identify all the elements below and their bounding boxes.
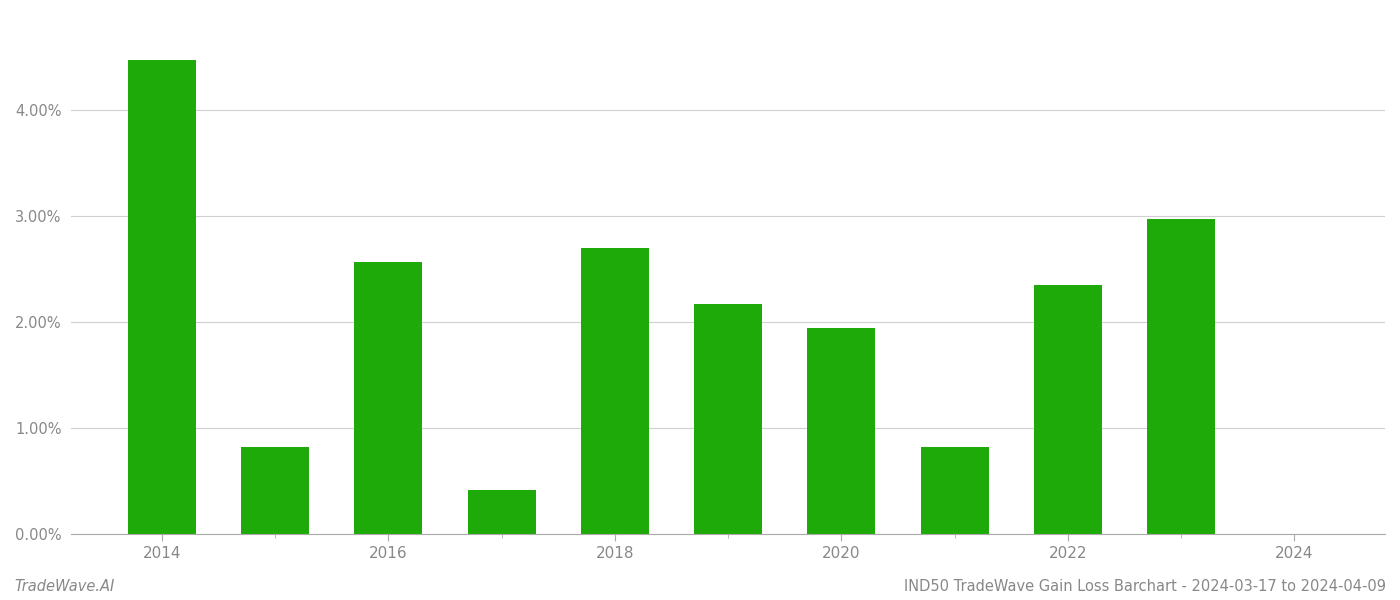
Bar bbox=[694, 304, 762, 534]
Bar bbox=[354, 262, 423, 534]
Bar bbox=[468, 490, 536, 534]
Bar bbox=[808, 328, 875, 534]
Bar bbox=[241, 448, 309, 534]
Bar bbox=[1035, 285, 1102, 534]
Bar bbox=[1147, 220, 1215, 534]
Text: IND50 TradeWave Gain Loss Barchart - 2024-03-17 to 2024-04-09: IND50 TradeWave Gain Loss Barchart - 202… bbox=[904, 579, 1386, 594]
Bar bbox=[127, 59, 196, 534]
Bar bbox=[921, 448, 988, 534]
Bar bbox=[581, 248, 650, 534]
Text: TradeWave.AI: TradeWave.AI bbox=[14, 579, 115, 594]
